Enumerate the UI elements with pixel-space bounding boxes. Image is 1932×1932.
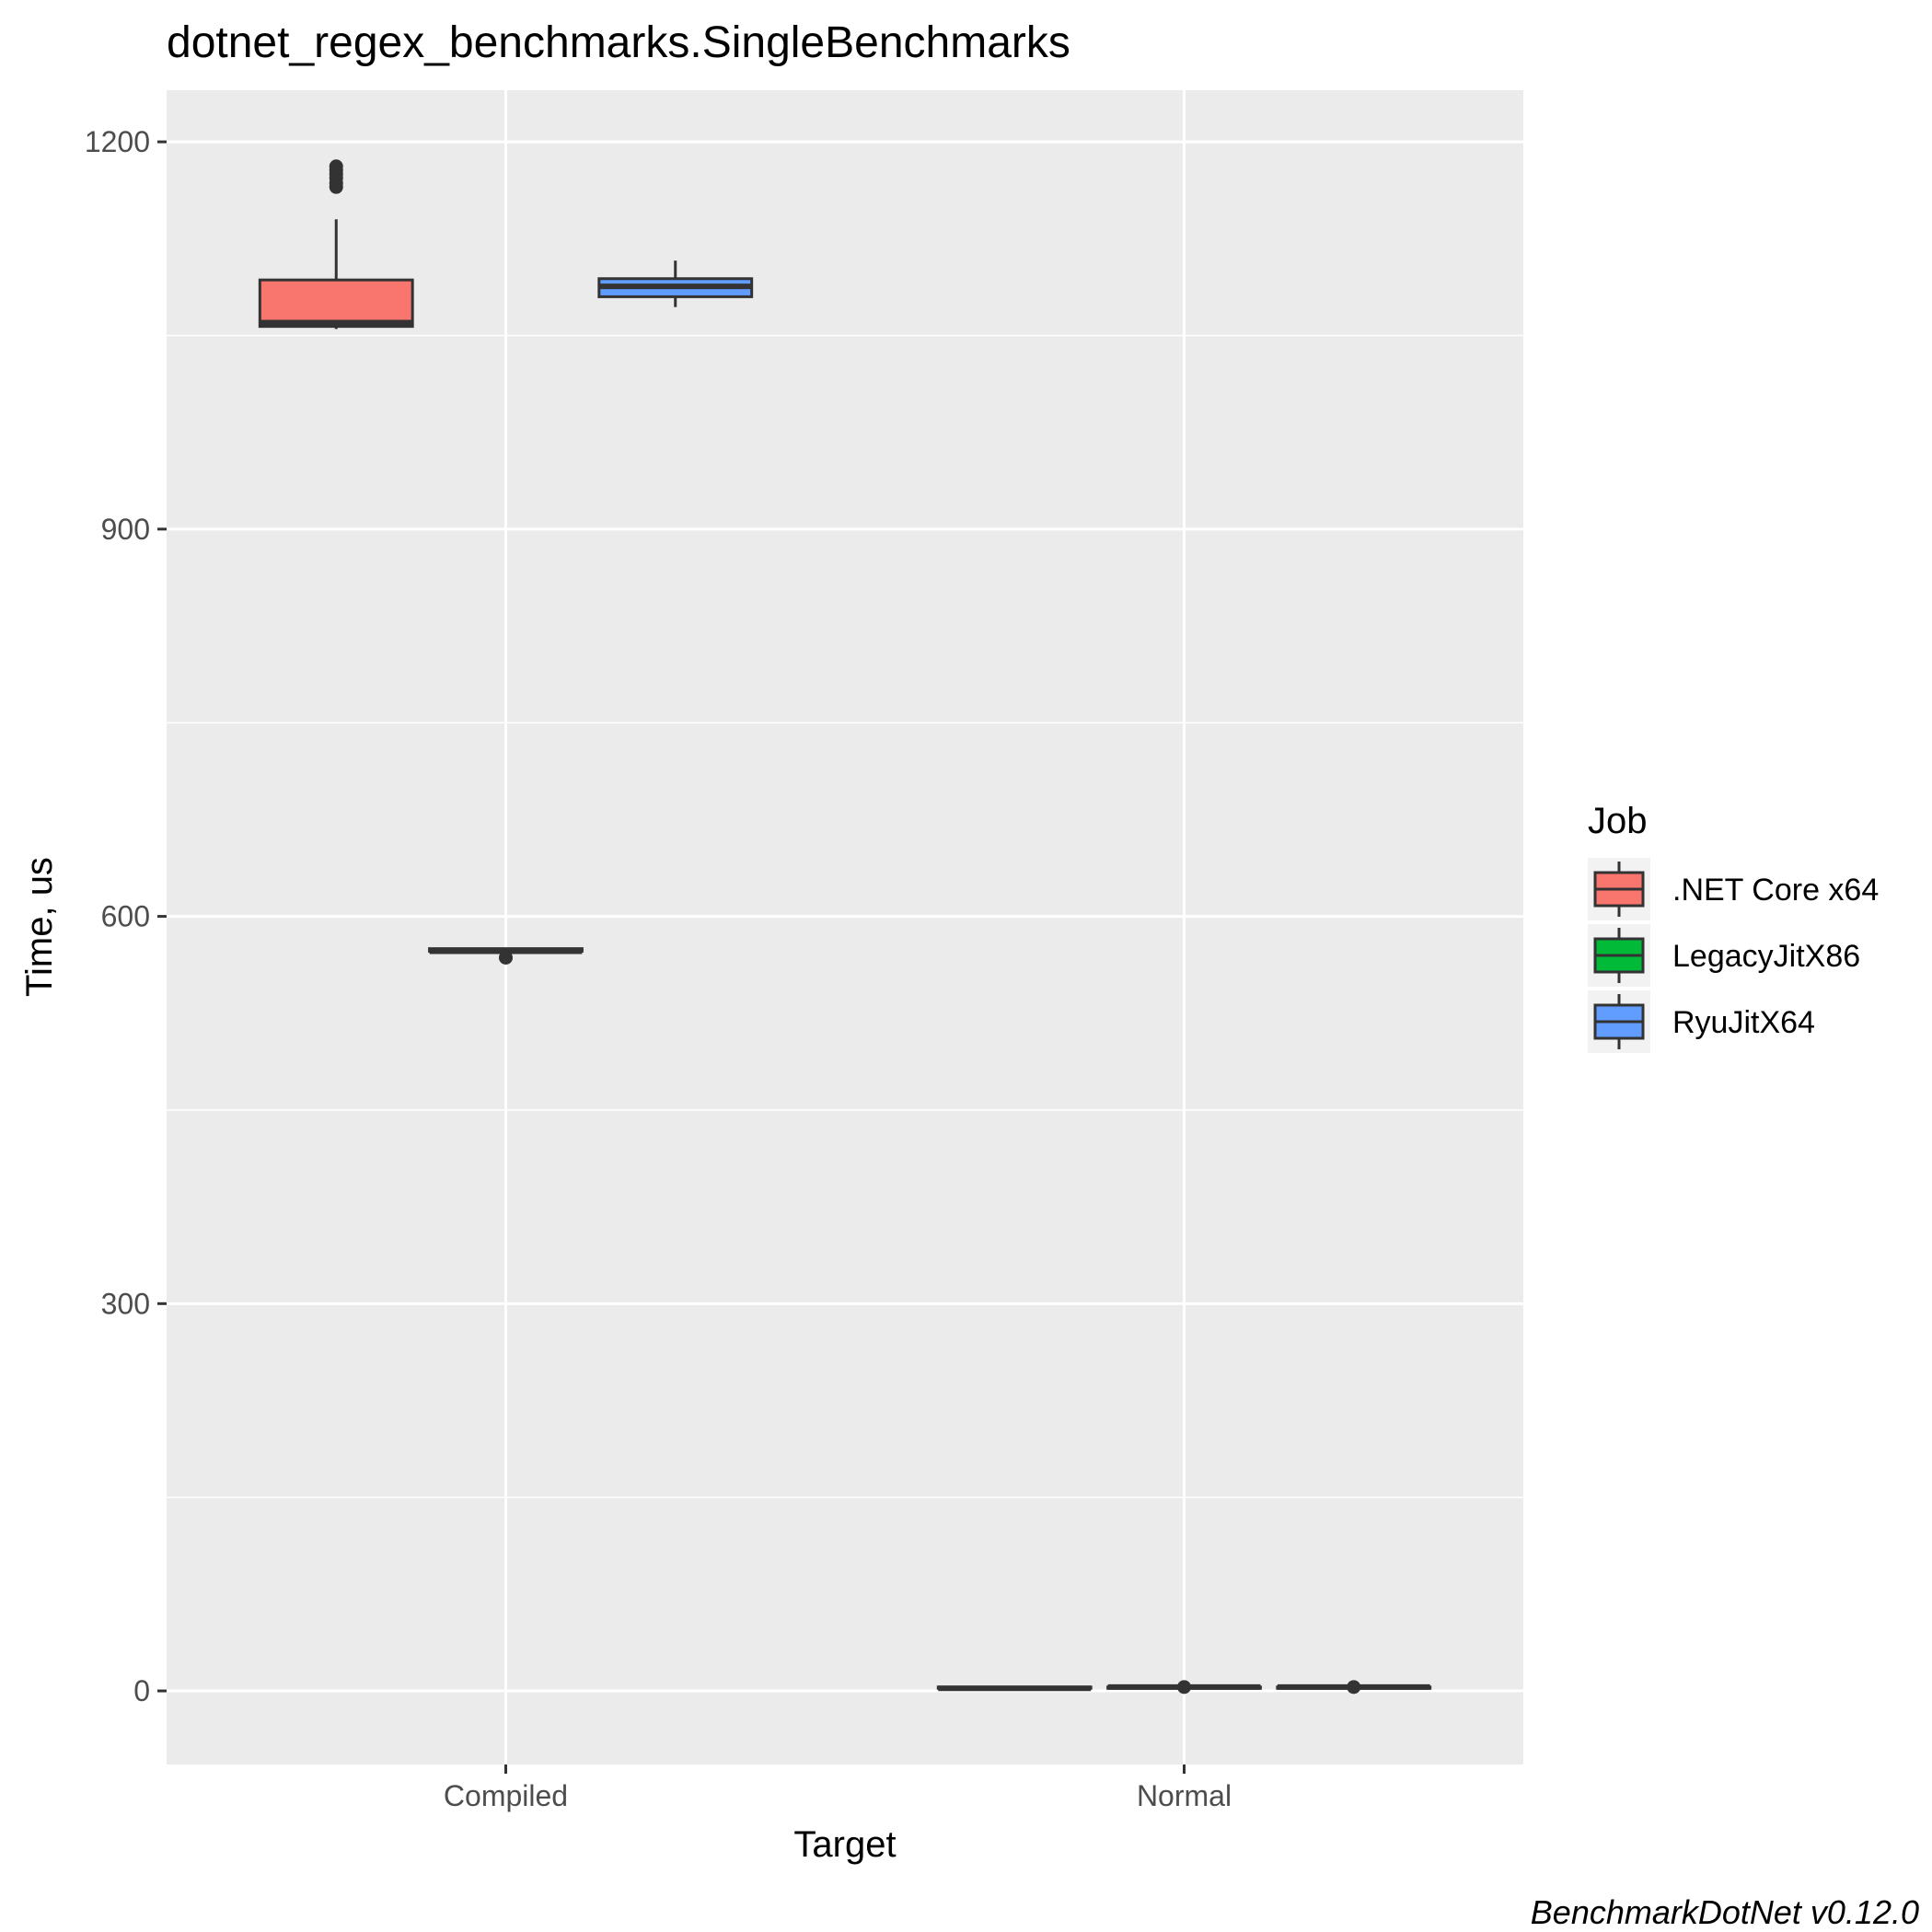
outlier-point [1177, 1680, 1191, 1695]
box-ryujitx64-normal [1276, 1680, 1432, 1695]
outlier-point [329, 159, 343, 174]
legend-label: LegacyJitX86 [1672, 939, 1860, 974]
legend-label: .NET Core x64 [1672, 873, 1879, 908]
legend-label: RyuJitX64 [1672, 1005, 1815, 1040]
box-layer [258, 159, 1432, 1695]
y-tick-label: 300 [101, 1287, 150, 1320]
y-axis-title: Time, us [19, 857, 60, 997]
box-body [258, 278, 414, 329]
y-tick-label: 1200 [85, 125, 150, 158]
grid-lines [167, 90, 1523, 1764]
outlier-point [499, 950, 513, 965]
legend-item: LegacyJitX86 [1588, 924, 1860, 987]
y-tick-label: 0 [133, 1674, 150, 1707]
x-axis-title: Target [793, 1824, 896, 1865]
box--net-core-x64-normal [936, 1685, 1093, 1692]
legend-items: .NET Core x64 LegacyJitX86 RyuJitX64 [1588, 858, 1879, 1053]
y-tick-label: 900 [101, 513, 150, 546]
outlier-point [1347, 1680, 1361, 1695]
box-legacyjitx86-normal [1106, 1680, 1262, 1695]
box-legacyjitx86-compiled [428, 947, 584, 965]
plot-panel [167, 90, 1523, 1764]
axis-layer: 0 300 600 900 1200 Compiled Normal [85, 125, 1232, 1812]
y-tick-label: 600 [101, 900, 150, 933]
box-ryujitx64-compiled [597, 260, 754, 307]
x-tick-label: Compiled [444, 1779, 568, 1812]
caption: BenchmarkDotNet v0.12.0 [1531, 1893, 1919, 1931]
x-tick-label: Normal [1137, 1779, 1232, 1812]
legend-item: RyuJitX64 [1588, 990, 1815, 1053]
legend: Job .NET Core x64 LegacyJitX86 RyuJitX64 [1588, 801, 1879, 1053]
legend-item: .NET Core x64 [1588, 858, 1879, 920]
box--net-core-x64-compiled [258, 159, 414, 330]
chart-title: dotnet_regex_benchmarks.SingleBenchmarks [167, 18, 1070, 67]
legend-title: Job [1588, 801, 1648, 841]
